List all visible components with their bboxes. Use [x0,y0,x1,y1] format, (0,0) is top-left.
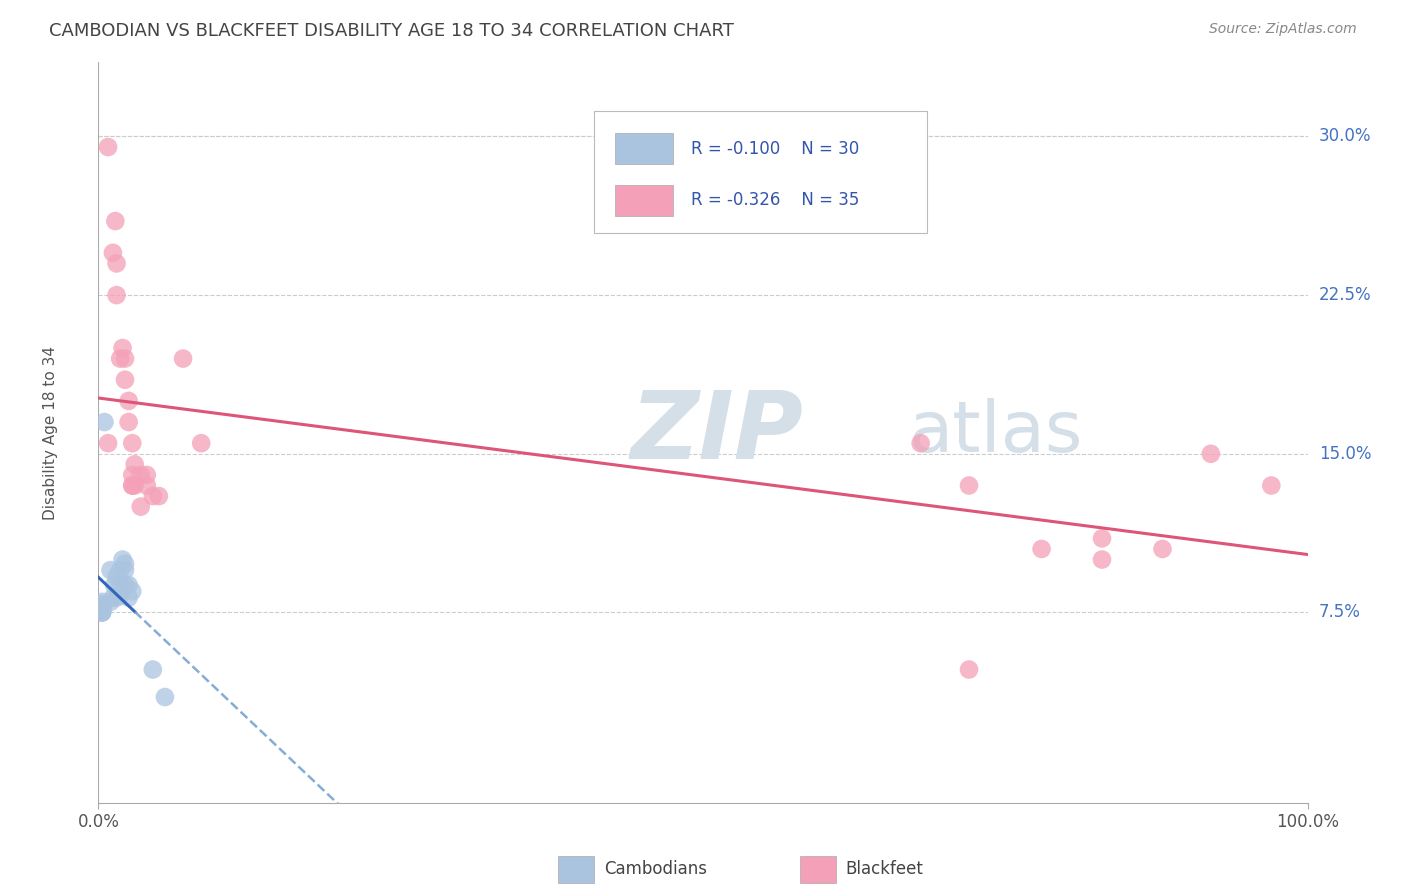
Point [100,595,122,609]
Point [104,214,127,228]
Point [91,606,114,620]
Point [1152,541,1174,556]
Point [91,606,114,620]
Point [148,489,170,503]
Point [1260,478,1282,492]
Point [93,415,115,429]
Point [114,351,136,366]
Point [91,597,114,611]
Point [111,341,134,355]
Point [121,478,143,492]
Point [1091,532,1114,546]
Point [121,478,143,492]
Point [108,578,131,592]
Point [135,467,157,482]
Point [91,601,114,615]
Text: Cambodians: Cambodians [603,861,707,879]
Point [118,393,141,408]
Point [108,351,131,366]
Point [108,589,131,603]
Text: Source: ZipAtlas.com: Source: ZipAtlas.com [1209,22,1357,37]
Point [124,478,146,492]
Point [142,663,165,677]
Point [121,467,143,482]
Point [190,436,212,450]
Point [1091,552,1114,566]
Point [129,500,152,514]
Point [121,584,143,599]
Text: Blackfeet: Blackfeet [845,861,924,879]
Text: R = -0.100    N = 30: R = -0.100 N = 30 [690,140,859,158]
Text: Disability Age 18 to 34: Disability Age 18 to 34 [42,345,58,520]
Point [114,557,136,571]
Point [103,578,125,592]
Point [105,569,128,583]
Point [101,245,124,260]
Point [100,563,122,577]
Point [910,436,932,450]
Point [153,690,176,704]
Point [114,373,136,387]
Point [118,578,141,592]
Text: 7.5%: 7.5% [1319,603,1361,622]
Point [114,563,136,577]
Text: atlas: atlas [908,398,1083,467]
Point [91,606,114,620]
Point [111,552,134,566]
Point [105,591,128,605]
Text: 22.5%: 22.5% [1319,286,1371,304]
Point [129,467,152,482]
Point [97,140,120,154]
Point [1031,541,1053,556]
Point [114,578,136,592]
Point [135,478,157,492]
Point [121,436,143,450]
Point [91,595,114,609]
Point [142,489,165,503]
Text: CAMBODIAN VS BLACKFEET DISABILITY AGE 18 TO 34 CORRELATION CHART: CAMBODIAN VS BLACKFEET DISABILITY AGE 18… [49,22,734,40]
Point [91,601,114,615]
Point [105,256,128,270]
Point [957,663,980,677]
Point [101,591,124,605]
Text: 30.0%: 30.0% [1319,128,1371,145]
Point [91,603,114,617]
Text: ZIP: ZIP [630,386,803,479]
Point [91,599,114,613]
FancyBboxPatch shape [614,133,672,164]
Text: R = -0.326    N = 35: R = -0.326 N = 35 [690,191,859,210]
FancyBboxPatch shape [800,856,837,883]
Point [172,351,194,366]
FancyBboxPatch shape [595,111,927,233]
Point [118,591,141,605]
Text: 15.0%: 15.0% [1319,445,1371,463]
Point [97,436,120,450]
Point [118,415,141,429]
Point [124,458,146,472]
FancyBboxPatch shape [614,185,672,216]
Point [105,288,128,302]
Point [957,478,980,492]
Point [1199,447,1222,461]
Point [91,599,114,613]
FancyBboxPatch shape [558,856,595,883]
Point [91,603,114,617]
Point [108,563,131,577]
